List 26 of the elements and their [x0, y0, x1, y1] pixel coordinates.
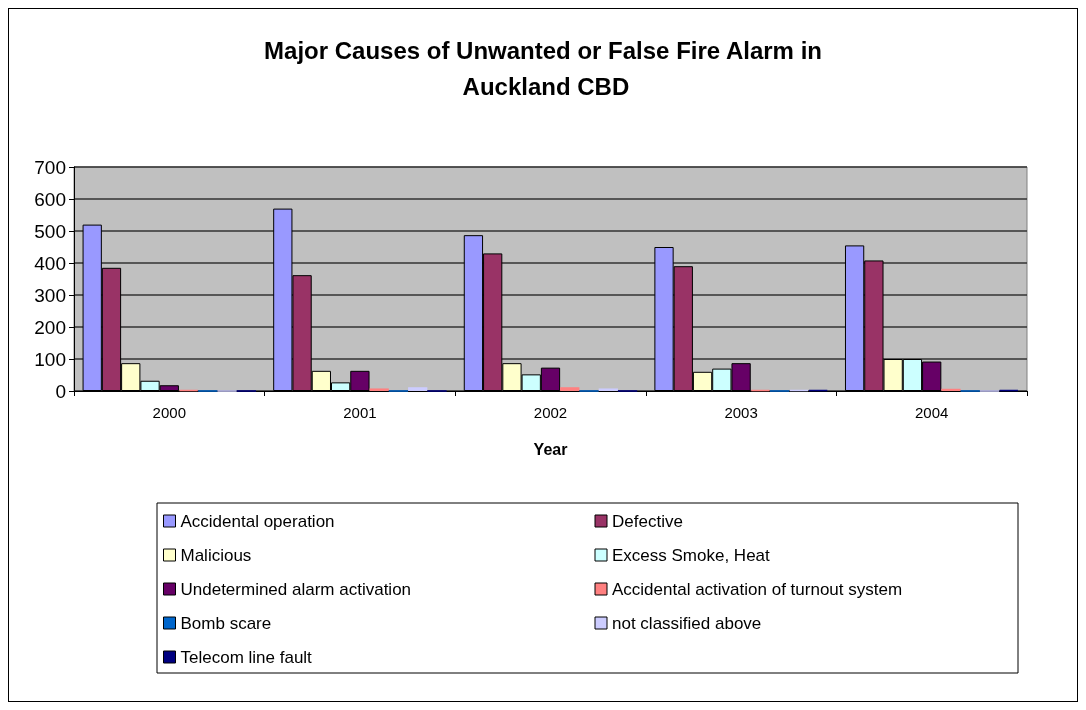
y-tick-label: 100 [34, 348, 66, 370]
legend-label: Telecom line fault [180, 647, 313, 667]
y-tick-label: 500 [34, 220, 66, 242]
legend-label: Malicious [180, 545, 252, 565]
legend-label: Undetermined alarm activation [180, 579, 412, 599]
x-tick-label: 2002 [533, 404, 568, 421]
y-tick-label: 200 [34, 316, 66, 338]
legend-label: Defective [612, 511, 683, 531]
legend-label: Accidental operation [180, 511, 335, 531]
y-tick-label: 400 [34, 252, 66, 274]
legend-label: Accidental activation of turnout system [612, 579, 903, 599]
bar [408, 387, 428, 391]
x-tick-label: 2004 [915, 404, 949, 421]
y-tick-label: 700 [34, 156, 66, 178]
y-tick-label: 600 [34, 188, 66, 210]
x-tick-label: 2003 [724, 404, 758, 421]
legend-label: Excess Smoke, Heat [612, 545, 771, 565]
legend-label: not classified above [612, 613, 762, 633]
x-axis-title: Year [533, 440, 568, 458]
y-tick-label: 0 [55, 380, 66, 402]
y-tick-label: 300 [34, 284, 66, 306]
bar [560, 387, 580, 391]
chart-title: Major Causes of Unwanted or False Fire Alarm in Auckland CBD [264, 36, 822, 100]
x-tick-label: 2000 [152, 404, 186, 421]
x-tick-label: 2001 [343, 404, 377, 421]
legend-label: Bomb scare [180, 613, 272, 633]
